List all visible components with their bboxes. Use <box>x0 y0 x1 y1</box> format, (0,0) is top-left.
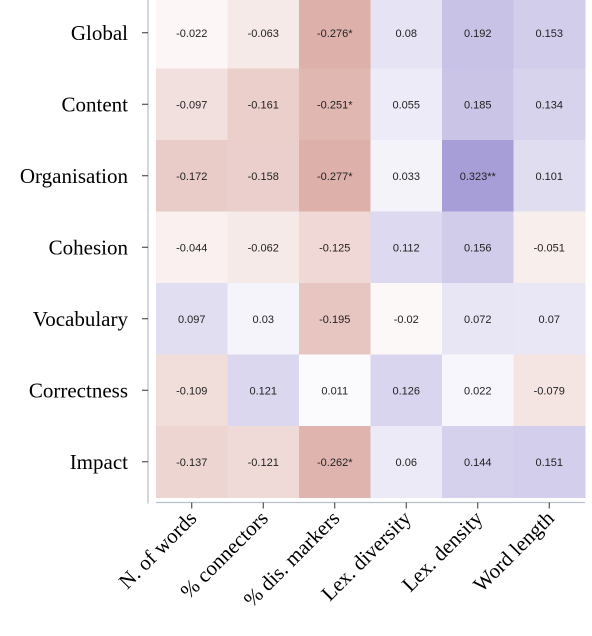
column-labels: N. of words% connectors% dis. markersLex… <box>114 502 559 612</box>
cell-value-label: -0.125 <box>319 242 350 254</box>
heatmap-cell-correctness-connectors <box>227 354 300 427</box>
heatmap-cell-correctness-word-length <box>513 354 586 427</box>
cell-value-label: 0.072 <box>464 314 492 326</box>
heatmap-cell-content-connectors <box>227 68 300 141</box>
heatmap-cell-cohesion-word-length <box>513 211 586 284</box>
cell-value-label: -0.161 <box>248 99 279 111</box>
cell-value-label: -0.063 <box>248 28 279 40</box>
cell-value-label: -0.044 <box>176 242 207 254</box>
cell-value-label: 0.323** <box>460 171 497 183</box>
heatmap-cell-global-dis-markers <box>299 0 371 69</box>
heatmap-cell-correctness-lex-density <box>442 354 514 427</box>
heatmap-cell-organisation-lex-density <box>442 140 514 212</box>
cell-value-label: 0.033 <box>392 171 420 183</box>
heatmap-cell-correctness-lex-diversity <box>370 354 443 427</box>
heatmap-cell-cohesion-lex-density <box>442 211 514 284</box>
cell-value-label: 0.101 <box>535 171 563 183</box>
cell-value-label: 0.097 <box>178 314 206 326</box>
heatmap-cell-organisation-word-length <box>513 140 586 212</box>
heatmap-cells: -0.022 -0.063 -0.276* 0.08 0.192 0.153 -0.097 -… <box>156 0 586 498</box>
cell-value-label: -0.277* <box>317 171 353 183</box>
heatmap-cell-content-lex-diversity <box>370 68 443 141</box>
row-label-cohesion: Cohesion <box>49 235 129 259</box>
heatmap-cell-global-lex-density <box>442 0 514 69</box>
heatmap-cell-vocabulary-connectors <box>227 283 300 355</box>
cell-value-label: 0.08 <box>396 28 417 40</box>
cell-value-label: 0.06 <box>396 457 417 469</box>
heatmap-cell-cohesion-n-of-words <box>156 211 228 284</box>
heatmap-cell-vocabulary-lex-diversity <box>370 283 443 355</box>
cell-value-label: 0.121 <box>249 385 277 397</box>
cell-value-label: -0.02 <box>394 314 419 326</box>
heatmap-axes <box>147 0 585 504</box>
heatmap-cell-vocabulary-lex-density <box>442 283 514 355</box>
cell-value-label: 0.151 <box>535 457 563 469</box>
cell-value-label: -0.051 <box>534 242 565 254</box>
row-label-organisation: Organisation <box>20 164 129 188</box>
cell-value-label: 0.192 <box>464 28 492 40</box>
heatmap-cell-organisation-dis-markers <box>299 140 371 212</box>
heatmap-cell-impact-lex-diversity <box>370 426 443 498</box>
heatmap-cell-content-word-length <box>513 68 586 141</box>
row-labels: Global Content Organisation Cohesion Vocabul… <box>20 21 148 474</box>
heatmap-cell-organisation-connectors <box>227 140 300 212</box>
cell-value-label: 0.156 <box>464 242 492 254</box>
cell-value-label: 0.022 <box>464 385 492 397</box>
cell-value-label: 0.134 <box>535 99 563 111</box>
heatmap-cell-vocabulary-n-of-words <box>156 283 228 355</box>
heatmap-cell-content-dis-markers <box>299 68 371 141</box>
cell-value-label: -0.195 <box>319 314 350 326</box>
heatmap-cell-impact-lex-density <box>442 426 514 498</box>
row-label-correctness: Correctness <box>29 378 128 402</box>
row-label-global: Global <box>71 21 128 45</box>
cell-value-label: -0.079 <box>534 385 565 397</box>
heatmap-cell-cohesion-lex-diversity <box>370 211 443 284</box>
cell-value-label: -0.251* <box>317 99 353 111</box>
cell-value-label: -0.109 <box>176 385 207 397</box>
heatmap-cell-global-n-of-words <box>156 0 228 69</box>
cell-value-label: 0.144 <box>464 457 492 469</box>
cell-value-label: 0.011 <box>321 385 348 397</box>
row-label-impact: Impact <box>70 450 128 474</box>
heatmap-cell-global-word-length <box>513 0 586 69</box>
cell-value-label: -0.172 <box>176 171 207 183</box>
row-label-vocabulary: Vocabulary <box>33 307 129 331</box>
cell-value-label: 0.185 <box>464 99 492 111</box>
row-label-content: Content <box>62 92 129 116</box>
heatmap-cell-organisation-lex-diversity <box>370 140 443 212</box>
heatmap-cell-correctness-dis-markers <box>299 354 371 427</box>
cell-value-label: -0.262* <box>317 457 353 469</box>
heatmap-cell-vocabulary-word-length <box>513 283 586 355</box>
cell-value-label: -0.121 <box>248 457 279 469</box>
heatmap-cell-impact-connectors <box>227 426 300 498</box>
heatmap-cell-cohesion-connectors <box>227 211 300 284</box>
cell-value-label: 0.03 <box>253 314 274 326</box>
heatmap-cell-cohesion-dis-markers <box>299 211 371 284</box>
heatmap-cell-impact-n-of-words <box>156 426 228 498</box>
heatmap-cell-correctness-n-of-words <box>156 354 228 427</box>
heatmap-cell-content-n-of-words <box>156 68 228 141</box>
cell-value-label: 0.07 <box>539 314 560 326</box>
heatmap-cell-impact-dis-markers <box>299 426 371 498</box>
cell-value-label: 0.055 <box>392 99 420 111</box>
heatmap-cell-global-connectors <box>227 0 300 69</box>
cell-value-label: -0.137 <box>176 457 207 469</box>
cell-value-label: -0.062 <box>248 242 279 254</box>
heatmap-cell-organisation-n-of-words <box>156 140 228 212</box>
cell-value-label: -0.022 <box>176 28 207 40</box>
cell-value-label: 0.112 <box>393 242 420 254</box>
cell-value-label: 0.126 <box>392 385 420 397</box>
cell-value-label: -0.097 <box>176 99 207 111</box>
heatmap-cell-vocabulary-dis-markers <box>299 283 371 355</box>
cell-value-label: -0.276* <box>317 28 353 40</box>
heatmap-cell-content-lex-density <box>442 68 514 141</box>
cell-value-label: 0.153 <box>535 28 563 40</box>
heatmap-cell-impact-word-length <box>513 426 586 498</box>
cell-value-label: -0.158 <box>248 171 279 183</box>
heatmap-cell-global-lex-diversity <box>370 0 443 69</box>
